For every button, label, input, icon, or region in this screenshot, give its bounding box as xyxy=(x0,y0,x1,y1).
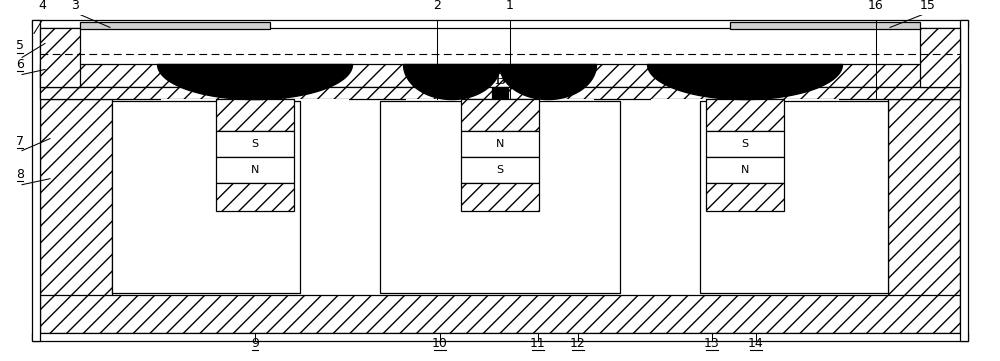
Text: 1: 1 xyxy=(506,0,514,12)
Text: S: S xyxy=(496,165,504,175)
Bar xyxy=(40,87,960,99)
Text: 8: 8 xyxy=(16,168,24,181)
Bar xyxy=(40,99,112,333)
Text: 5: 5 xyxy=(16,39,24,52)
Bar xyxy=(216,131,294,157)
Text: 11: 11 xyxy=(530,337,546,350)
Polygon shape xyxy=(158,65,352,100)
Text: S: S xyxy=(251,139,259,149)
Text: 10: 10 xyxy=(432,337,448,350)
Bar xyxy=(294,99,349,211)
Text: 15: 15 xyxy=(920,0,936,12)
Bar xyxy=(700,101,888,293)
Bar xyxy=(112,101,300,293)
Polygon shape xyxy=(500,65,596,100)
Bar xyxy=(539,99,594,211)
Bar xyxy=(32,21,40,341)
Bar xyxy=(40,65,960,87)
Bar xyxy=(216,183,294,211)
Bar xyxy=(461,183,539,211)
Bar xyxy=(247,87,263,97)
Bar xyxy=(406,99,461,211)
Bar xyxy=(737,87,753,97)
Polygon shape xyxy=(404,65,501,100)
Text: 9: 9 xyxy=(251,337,259,350)
Bar xyxy=(461,131,539,157)
Bar xyxy=(651,99,706,211)
Bar xyxy=(216,99,294,131)
Text: A: A xyxy=(740,73,750,87)
Text: N: N xyxy=(741,165,749,175)
Text: S: S xyxy=(741,139,749,149)
Bar xyxy=(706,99,784,131)
Text: N: N xyxy=(251,165,259,175)
Text: 7: 7 xyxy=(16,135,24,148)
Bar xyxy=(960,21,968,341)
Bar xyxy=(461,99,539,131)
Text: 2: 2 xyxy=(433,0,441,12)
Bar xyxy=(920,29,960,87)
Polygon shape xyxy=(648,65,842,100)
Text: 3: 3 xyxy=(71,0,79,12)
Bar xyxy=(492,87,508,97)
Bar xyxy=(706,131,784,157)
Bar xyxy=(706,183,784,211)
Text: 12: 12 xyxy=(570,337,586,350)
Bar xyxy=(161,99,216,211)
Bar xyxy=(40,29,80,87)
Text: N: N xyxy=(496,139,504,149)
Bar xyxy=(784,99,839,211)
Text: 13: 13 xyxy=(704,337,720,350)
Bar xyxy=(730,22,920,30)
Bar xyxy=(80,22,270,30)
Text: 6: 6 xyxy=(16,57,24,70)
Bar xyxy=(706,157,784,183)
Bar xyxy=(461,157,539,183)
Text: 14: 14 xyxy=(748,337,764,350)
Bar xyxy=(888,99,960,333)
Text: B: B xyxy=(494,73,506,87)
Bar xyxy=(32,21,968,29)
Bar xyxy=(380,101,620,293)
Text: A: A xyxy=(250,73,260,87)
Text: 16: 16 xyxy=(868,0,884,12)
Text: 4: 4 xyxy=(38,0,46,12)
Bar xyxy=(40,295,960,333)
Bar xyxy=(216,157,294,183)
Bar xyxy=(32,333,968,341)
